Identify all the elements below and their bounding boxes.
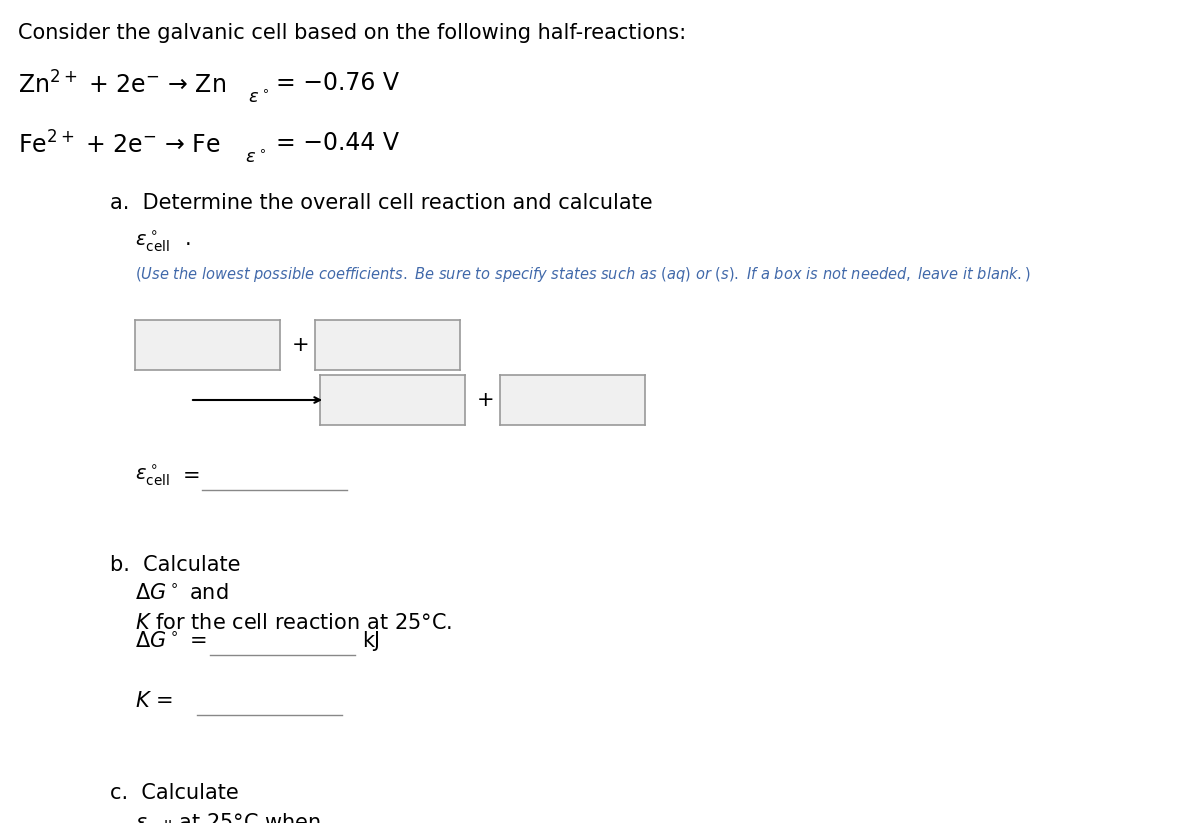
Bar [320,375,466,425]
Text: $\varepsilon^\circ_\mathrm{cell}$: $\varepsilon^\circ_\mathrm{cell}$ [134,229,169,253]
Text: $\varepsilon^\circ_\mathrm{cell}$: $\varepsilon^\circ_\mathrm{cell}$ [134,463,169,488]
Text: = −0.76 V: = −0.76 V [276,71,398,95]
Text: $\mathregular{Zn^{2+}}$ + 2e$^{-}$ → Zn: $\mathregular{Zn^{2+}}$ + 2e$^{-}$ → Zn [18,71,226,98]
Text: $\varepsilon_\mathrm{cell}$ at 25°C when: $\varepsilon_\mathrm{cell}$ at 25°C when [134,811,322,823]
Text: $\Delta G^\circ$ =: $\Delta G^\circ$ = [134,631,206,651]
Text: +: + [292,335,310,355]
Bar [134,320,280,370]
Text: b.  Calculate: b. Calculate [110,555,240,575]
Text: $\varepsilon^\circ$: $\varepsilon^\circ$ [245,149,266,167]
Text: Consider the galvanic cell based on the following half-reactions:: Consider the galvanic cell based on the … [18,23,686,43]
Text: c.  Calculate: c. Calculate [110,783,239,803]
Text: kJ: kJ [362,631,380,651]
Text: $\varepsilon^\circ$: $\varepsilon^\circ$ [248,89,269,107]
Text: .: . [185,229,192,249]
Text: $\mathit{(Use\ the\ lowest\ possible\ coefficients.\ Be\ sure\ to\ specify\ stat: $\mathit{(Use\ the\ lowest\ possible\ co… [134,265,1031,284]
Text: +: + [478,390,494,410]
Text: $K$ for the cell reaction at 25°C.: $K$ for the cell reaction at 25°C. [134,613,452,633]
Text: =: = [182,466,200,486]
Bar [314,320,460,370]
Text: $K$ =: $K$ = [134,691,173,711]
Text: $\mathregular{Fe^{2+}}$ + 2e$^{-}$ → Fe: $\mathregular{Fe^{2+}}$ + 2e$^{-}$ → Fe [18,131,221,158]
Text: a.  Determine the overall cell reaction and calculate: a. Determine the overall cell reaction a… [110,193,653,213]
Text: $\Delta G^\circ$ and: $\Delta G^\circ$ and [134,583,228,603]
Bar [500,375,646,425]
Text: = −0.44 V: = −0.44 V [276,131,398,155]
